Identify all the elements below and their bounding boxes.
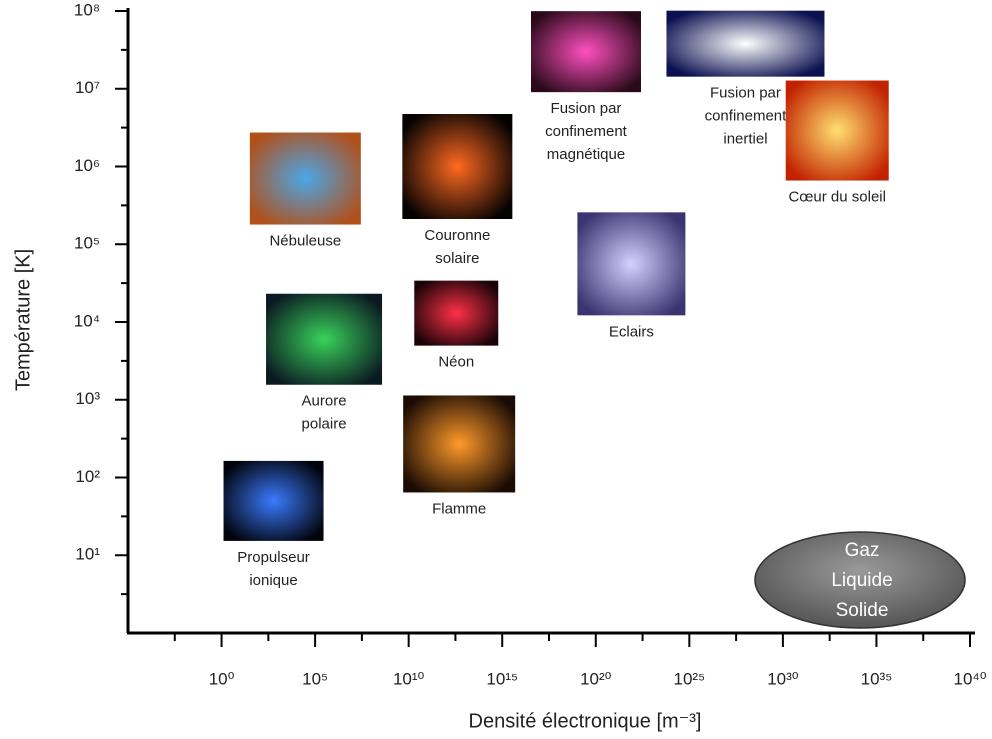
plasma-image xyxy=(249,132,361,225)
plasma-image xyxy=(666,10,825,77)
state-label: Gaz xyxy=(845,540,880,561)
x-tick-label: 10¹⁰ xyxy=(393,669,425,688)
point-label: confinement xyxy=(545,123,628,140)
point-label: magnétique xyxy=(547,146,625,163)
plasma-image xyxy=(266,293,383,385)
point-label: Cœur du soleil xyxy=(788,189,886,206)
point-label: Aurore xyxy=(302,393,347,410)
point-label: Eclairs xyxy=(609,323,654,340)
point-label: polaire xyxy=(302,416,347,433)
point-label: Propulseur xyxy=(237,549,310,566)
plasma-image xyxy=(403,395,516,493)
x-tick-label: 10²⁵ xyxy=(674,669,706,688)
point-label: Couronne xyxy=(424,227,490,244)
point-label: inertiel xyxy=(723,131,767,148)
plasma-image xyxy=(785,80,889,181)
x-axis-title: Densité électronique [m⁻³] xyxy=(469,710,702,732)
plasma-image xyxy=(577,212,686,316)
x-tick-label: 10¹⁵ xyxy=(486,669,518,688)
x-tick-label: 10⁵ xyxy=(302,669,328,688)
x-tick-label: 10⁴⁰ xyxy=(953,669,986,688)
point-label: Nébuleuse xyxy=(269,233,341,250)
y-tick-label: 10⁴ xyxy=(74,311,100,330)
x-tick-label: 10³⁰ xyxy=(767,669,799,688)
y-tick-label: 10² xyxy=(75,467,100,486)
plasma-image xyxy=(414,280,499,346)
y-tick-label: 10⁷ xyxy=(75,78,100,97)
point-label: Fusion par xyxy=(551,100,622,117)
point-label: Néon xyxy=(438,354,474,371)
plasma-image xyxy=(530,11,641,93)
y-axis-title: Température [K] xyxy=(12,249,34,391)
y-tick-label: 10¹ xyxy=(75,545,100,564)
states-ellipse xyxy=(754,531,966,629)
state-label: Solide xyxy=(836,600,889,621)
y-tick-label: 10⁸ xyxy=(74,0,100,19)
x-tick-label: 10²⁰ xyxy=(580,669,612,688)
y-tick-label: 10⁵ xyxy=(74,234,100,253)
y-tick-label: 10³ xyxy=(75,389,100,408)
y-tick-label: 10⁶ xyxy=(74,156,100,175)
point-label: ionique xyxy=(249,572,297,589)
point-label: Fusion par xyxy=(710,85,781,102)
x-tick-label: 10³⁵ xyxy=(861,669,893,688)
point-label: solaire xyxy=(435,250,479,267)
point-label: confinement xyxy=(705,108,788,125)
plasma-image xyxy=(223,460,324,541)
plasma-image xyxy=(402,114,513,219)
x-tick-label: 10⁰ xyxy=(209,669,235,688)
state-label: Liquide xyxy=(831,570,892,591)
point-label: Flamme xyxy=(432,500,486,517)
